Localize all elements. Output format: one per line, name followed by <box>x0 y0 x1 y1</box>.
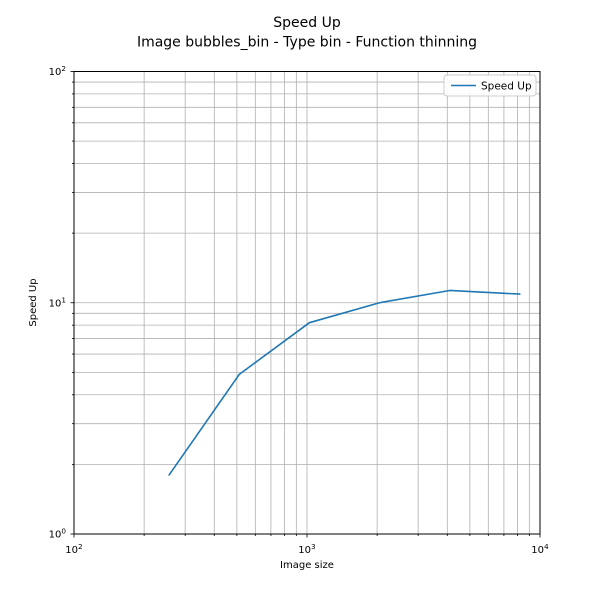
x-axis-label: Image size <box>280 560 334 571</box>
y-tick-label: 102 <box>49 64 66 78</box>
x-tick-label: 103 <box>298 542 316 556</box>
chart-subtitle: Image bubbles_bin - Type bin - Function … <box>137 35 477 51</box>
x-tick-label: 102 <box>65 542 82 556</box>
y-axis-label: Speed Up <box>28 278 39 326</box>
chart-title: Speed Up <box>273 15 341 31</box>
y-tick-label: 101 <box>49 295 66 309</box>
x-tick-label: 104 <box>531 542 549 556</box>
grid <box>73 71 541 535</box>
axis-ticks: 102 103 104 100 101 102 <box>49 64 549 556</box>
series-line-speed-up <box>168 289 521 476</box>
legend: Speed Up <box>443 74 537 97</box>
legend-box <box>443 74 537 97</box>
series-layer <box>168 289 521 476</box>
y-tick-label: 100 <box>49 527 67 541</box>
legend-label: Speed Up <box>481 81 532 93</box>
